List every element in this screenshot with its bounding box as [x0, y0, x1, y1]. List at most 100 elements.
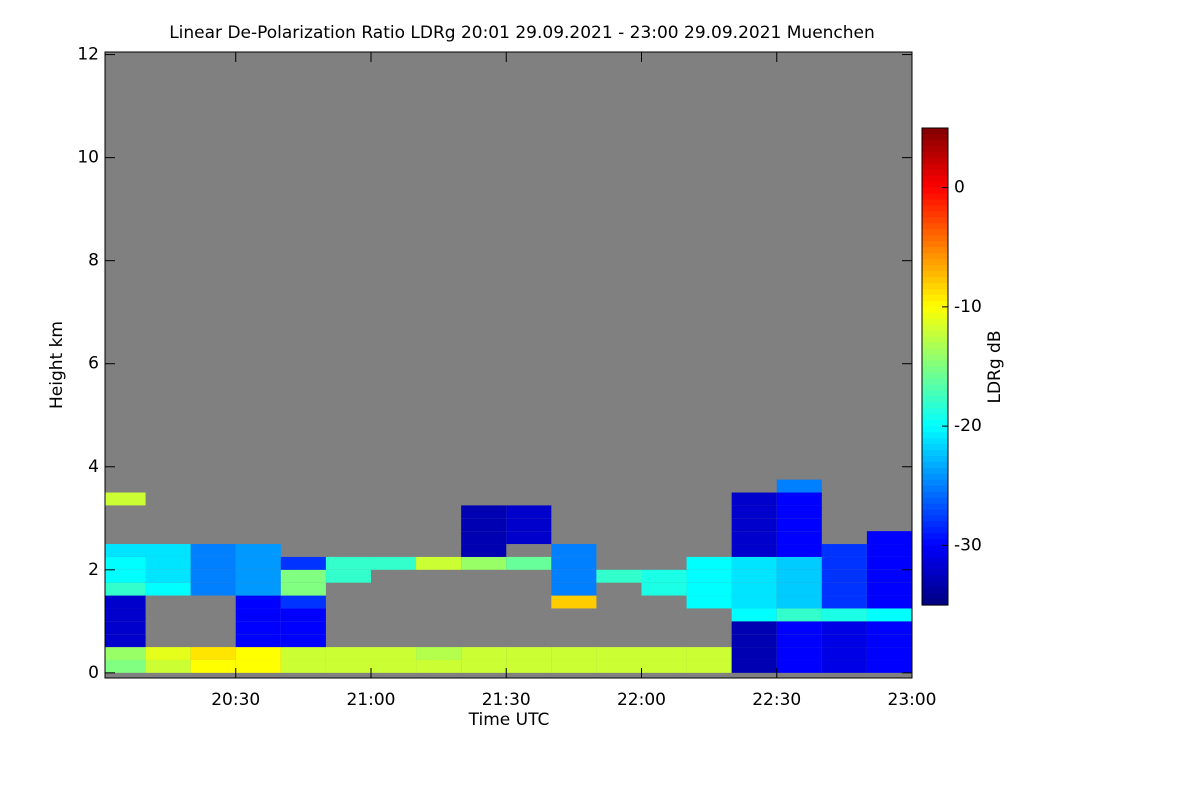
colorbar-segment — [922, 348, 948, 356]
y-tick-label: 0 — [88, 663, 99, 683]
heat-cell — [866, 582, 912, 596]
heat-cell — [821, 595, 867, 609]
colorbar-segment — [922, 479, 948, 487]
heat-cell — [686, 647, 732, 660]
heat-cell — [235, 621, 281, 635]
colorbar-segment — [922, 366, 948, 374]
heat-cell — [105, 647, 146, 660]
heat-cell — [105, 634, 146, 648]
heat-cell — [731, 531, 777, 545]
y-axis-label: Height km — [47, 321, 67, 409]
heat-cell — [596, 647, 642, 660]
heat-cell — [866, 634, 912, 648]
heat-cell — [641, 647, 687, 660]
heat-cell — [506, 659, 552, 673]
heat-cell — [280, 569, 326, 583]
heat-cell — [731, 595, 777, 609]
x-axis-label: Time UTC — [468, 710, 550, 730]
colorbar-segment — [922, 360, 948, 368]
y-tick-label: 4 — [88, 457, 99, 477]
colorbar-segment — [922, 473, 948, 481]
heat-cell — [686, 556, 732, 570]
heat-cell — [866, 659, 912, 673]
heat-cell — [821, 621, 867, 635]
heat-cell — [641, 582, 687, 596]
colorbar-segment — [922, 461, 948, 469]
heat-cell — [280, 634, 326, 648]
heat-cell — [280, 608, 326, 622]
colorbar-label: LDRg dB — [985, 330, 1005, 403]
colorbar-segment — [922, 432, 948, 439]
heat-cell — [821, 659, 867, 673]
heat-cell — [145, 569, 191, 583]
x-tick-label: 20:30 — [211, 690, 260, 710]
heat-cell — [866, 621, 912, 635]
y-tick-label: 2 — [88, 560, 99, 580]
heat-cell — [731, 659, 777, 673]
heat-cell — [235, 608, 281, 622]
y-tick-label: 10 — [77, 148, 99, 168]
heat-cell — [506, 647, 552, 660]
heat-cell — [461, 531, 507, 545]
colorbar-segment — [922, 247, 948, 254]
heat-cell — [190, 659, 236, 673]
colorbar-segment — [922, 145, 948, 153]
y-tick-label: 12 — [77, 45, 99, 65]
heat-cell — [190, 647, 236, 660]
colorbar-segment — [922, 575, 948, 582]
colorbar-segment — [922, 485, 948, 493]
heat-cell — [145, 582, 191, 596]
colorbar-segment — [922, 324, 948, 332]
heat-cell — [461, 647, 507, 660]
heat-cell — [370, 647, 417, 660]
colorbar-segment — [922, 229, 948, 236]
heat-cell — [596, 659, 642, 673]
heat-cell — [416, 647, 462, 660]
colorbar-frame — [921, 127, 949, 606]
heat-cell — [105, 492, 146, 506]
colorbar-segment — [922, 545, 948, 552]
colorbar-segment — [922, 253, 948, 260]
heat-cell — [105, 582, 146, 596]
colorbar-segment — [922, 217, 948, 224]
heat-cell — [641, 659, 687, 673]
colorbar-segment — [922, 384, 948, 391]
colorbar-segment — [922, 277, 948, 284]
heat-cell — [551, 556, 597, 570]
heat-cell — [551, 595, 597, 609]
heat-cell — [105, 595, 146, 609]
colorbar-segment — [922, 408, 948, 415]
colorbar-segment — [922, 491, 948, 499]
heat-cell — [105, 569, 146, 583]
heat-cell — [551, 544, 597, 557]
colorbar-segment — [922, 169, 948, 177]
heat-cell — [731, 634, 777, 648]
colorbar-segment — [922, 336, 948, 344]
heat-cell — [731, 621, 777, 635]
heat-cell — [776, 505, 822, 519]
heat-cell — [416, 556, 462, 570]
heat-cell — [686, 582, 732, 596]
heat-cell — [280, 556, 326, 570]
heat-cell — [325, 556, 371, 570]
heat-cell — [821, 569, 867, 583]
colorbar-segment — [922, 205, 948, 213]
heat-cell — [776, 634, 822, 648]
heat-cell — [105, 544, 146, 557]
colorbar-segment — [922, 444, 948, 451]
colorbar-segment — [922, 128, 948, 135]
colorbar-segment — [922, 330, 948, 338]
colorbar-segment — [922, 300, 948, 308]
colorbar-segment — [922, 587, 948, 594]
colorbar-segment — [922, 181, 948, 189]
colorbar-segment — [922, 563, 948, 570]
heat-cell — [325, 647, 371, 660]
colorbar-segment — [922, 133, 948, 141]
heat-cell — [105, 556, 146, 570]
colorbar-segment — [922, 420, 948, 427]
heat-cell — [190, 569, 236, 583]
colorbar-segment — [922, 283, 948, 290]
colorbar-segment — [922, 271, 948, 278]
heat-cell — [821, 647, 867, 660]
